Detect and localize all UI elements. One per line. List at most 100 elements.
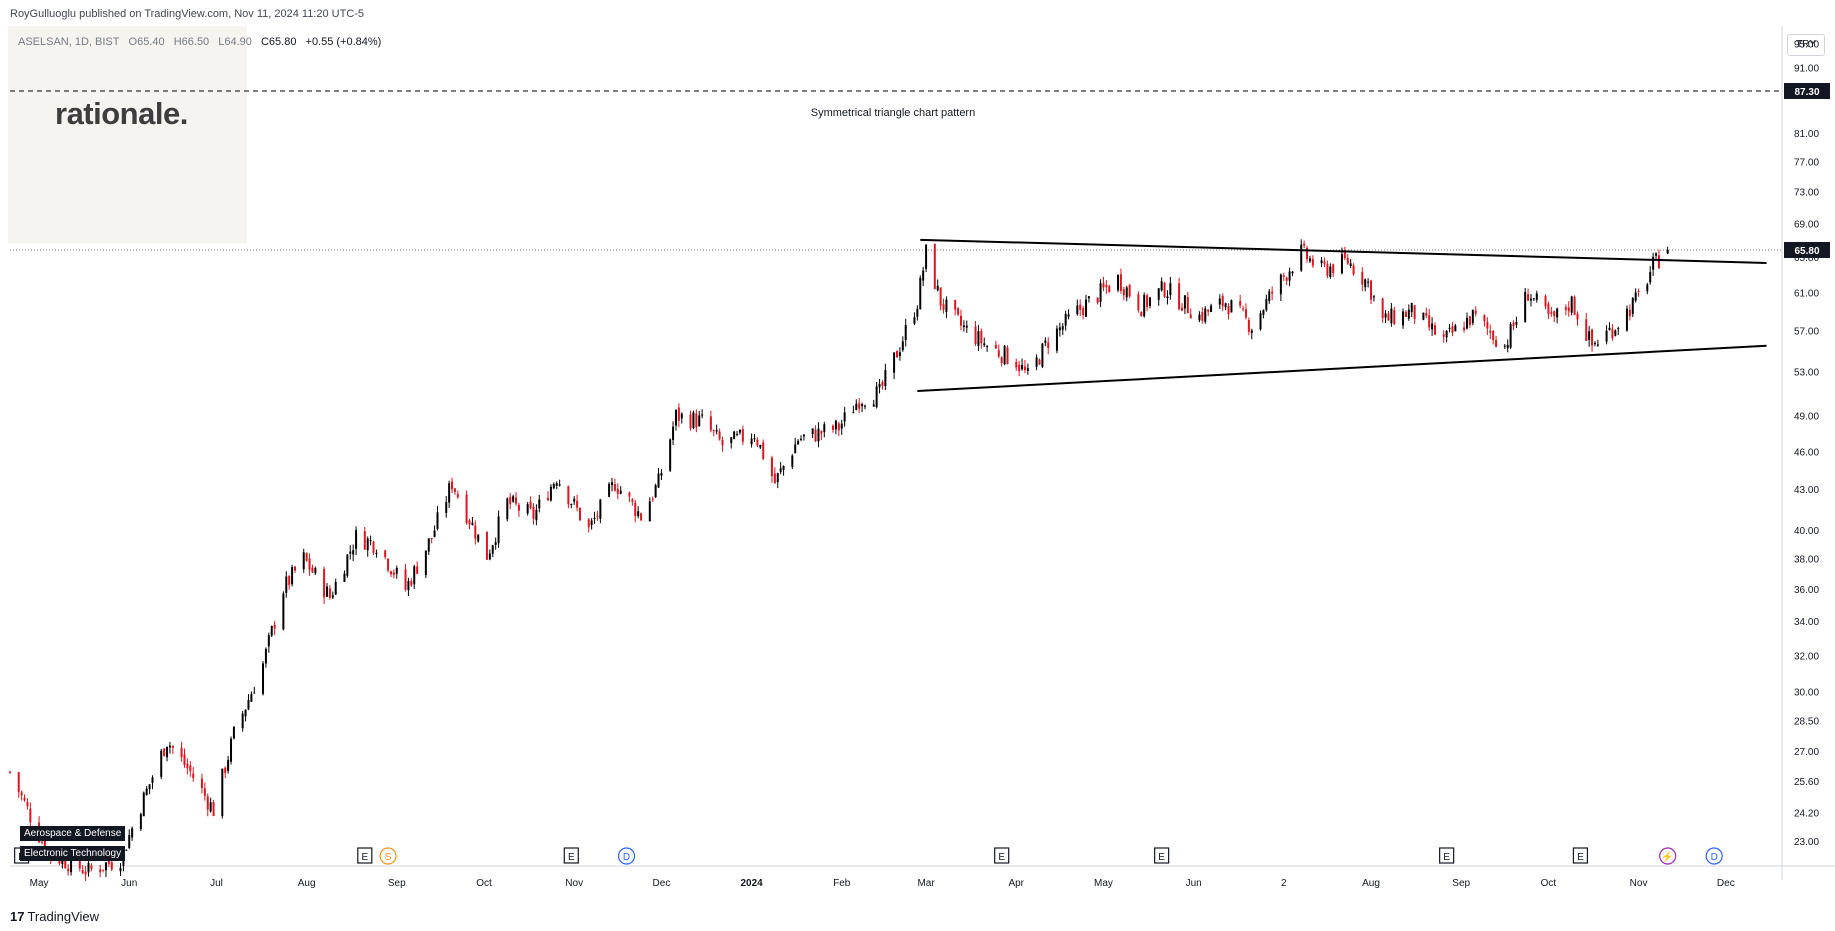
watermark-panel bbox=[8, 26, 247, 243]
trendline-upper[interactable] bbox=[920, 238, 1767, 264]
candle-body bbox=[526, 504, 529, 514]
event-marker-earnings[interactable]: E bbox=[1439, 847, 1455, 864]
candle-body bbox=[977, 331, 980, 346]
time-tick-label: Aug bbox=[298, 878, 316, 889]
trendline-lower[interactable] bbox=[917, 344, 1767, 393]
candle-body bbox=[875, 386, 878, 408]
candle-body bbox=[1015, 362, 1018, 368]
candle-body bbox=[180, 747, 183, 758]
candle-body bbox=[168, 745, 171, 748]
symbol-name[interactable]: ASELSAN, 1D, BIST bbox=[18, 36, 120, 48]
candle-body bbox=[506, 498, 509, 520]
candle-body bbox=[1311, 259, 1314, 266]
sector-tag[interactable]: Aerospace & Defense bbox=[20, 826, 126, 841]
candle-body bbox=[1611, 328, 1614, 339]
candle-body bbox=[1387, 313, 1390, 321]
candle-body bbox=[1044, 340, 1047, 343]
candle-body bbox=[1247, 319, 1250, 332]
candle-body bbox=[599, 499, 602, 519]
symbol-legend: ASELSAN, 1D, BIST O65.40 H66.50 L64.90 C… bbox=[18, 36, 387, 48]
candle-body bbox=[291, 567, 294, 585]
price-tick-label: 38.00 bbox=[1794, 555, 1819, 566]
price-tick-label: 69.00 bbox=[1794, 219, 1819, 230]
candle-body bbox=[200, 778, 203, 789]
candle-body bbox=[637, 511, 640, 517]
candle-body bbox=[861, 404, 864, 407]
industry-tag[interactable]: Electronic Technology bbox=[20, 846, 126, 861]
event-marker-dividend[interactable]: D bbox=[1705, 847, 1723, 865]
candle-body bbox=[1567, 307, 1570, 312]
candle-body bbox=[250, 694, 253, 702]
candle-body bbox=[26, 802, 29, 807]
candle-body bbox=[587, 519, 590, 528]
candle-body bbox=[305, 552, 308, 561]
candle-body bbox=[186, 763, 189, 769]
pattern-annotation[interactable]: Symmetrical triangle chart pattern bbox=[811, 107, 975, 119]
candle-body bbox=[680, 413, 683, 419]
candle-body bbox=[898, 352, 901, 356]
time-tick-label: Apr bbox=[1008, 878, 1024, 889]
event-marker-earnings[interactable]: E bbox=[357, 847, 373, 864]
candle-body bbox=[954, 299, 957, 310]
candle-body bbox=[939, 287, 942, 306]
candle-body bbox=[430, 538, 433, 540]
candle-body bbox=[497, 516, 500, 544]
candle-body bbox=[721, 439, 724, 446]
current-price-label: 65.80 bbox=[1794, 246, 1819, 257]
candle-body bbox=[651, 498, 654, 500]
candle-body bbox=[1614, 330, 1617, 336]
event-marker-earnings[interactable]: E bbox=[563, 847, 579, 864]
candle-body bbox=[270, 626, 273, 636]
candle-body bbox=[1268, 291, 1271, 301]
event-marker-earnings[interactable]: E bbox=[1572, 847, 1589, 864]
ohlc-close: C65.80 bbox=[260, 36, 297, 48]
candle-body bbox=[1503, 345, 1506, 347]
candle-body bbox=[87, 862, 90, 873]
candle-body bbox=[1163, 282, 1166, 297]
currency-button[interactable]: TRY bbox=[1787, 34, 1825, 56]
event-marker-earnings[interactable]: E bbox=[994, 847, 1010, 864]
candle-body bbox=[610, 482, 613, 486]
candle-body bbox=[1454, 325, 1457, 332]
candle-body bbox=[922, 270, 925, 281]
candle-body bbox=[791, 455, 794, 467]
candle-body bbox=[1207, 309, 1210, 312]
time-tick-label: 2 bbox=[1281, 878, 1287, 889]
candle-body bbox=[762, 442, 765, 459]
candle-body bbox=[965, 325, 968, 328]
candle-body bbox=[1279, 274, 1282, 295]
price-tick-label: 81.00 bbox=[1794, 129, 1819, 140]
candle-body bbox=[1006, 347, 1009, 365]
candle-body bbox=[1189, 314, 1192, 319]
candle-body bbox=[1666, 249, 1669, 254]
event-marker-split[interactable]: S bbox=[379, 847, 397, 865]
time-tick-label: 2024 bbox=[740, 878, 763, 889]
candle-body bbox=[491, 545, 494, 554]
candle-body bbox=[855, 403, 858, 410]
candle-body bbox=[590, 520, 593, 526]
tradingview-logo[interactable]: 17 TradingView bbox=[10, 909, 100, 924]
candle-body bbox=[1402, 311, 1405, 326]
candle-body bbox=[672, 426, 675, 440]
candle-body bbox=[232, 726, 235, 739]
time-tick-label: Dec bbox=[653, 878, 671, 889]
candle-body bbox=[878, 383, 881, 388]
candle-body bbox=[241, 713, 244, 729]
candle-body bbox=[669, 439, 672, 471]
time-tick-label: Sep bbox=[1452, 878, 1470, 889]
price-tick-label: 73.00 bbox=[1794, 188, 1819, 199]
candle-body bbox=[1186, 297, 1189, 314]
candle-body bbox=[1227, 306, 1230, 315]
candle-body bbox=[1149, 297, 1152, 307]
event-marker-dividend[interactable]: D bbox=[617, 847, 636, 865]
candle-body bbox=[1486, 322, 1489, 329]
candle-body bbox=[660, 473, 663, 476]
candle-body bbox=[802, 434, 805, 437]
event-marker-news[interactable]: ⚡ bbox=[1659, 847, 1677, 865]
time-tick-label: Oct bbox=[476, 878, 492, 889]
candle-body bbox=[913, 317, 916, 324]
candle-body bbox=[1515, 321, 1518, 325]
candle-body bbox=[1404, 311, 1407, 318]
event-marker-earnings[interactable]: E bbox=[1154, 847, 1170, 864]
